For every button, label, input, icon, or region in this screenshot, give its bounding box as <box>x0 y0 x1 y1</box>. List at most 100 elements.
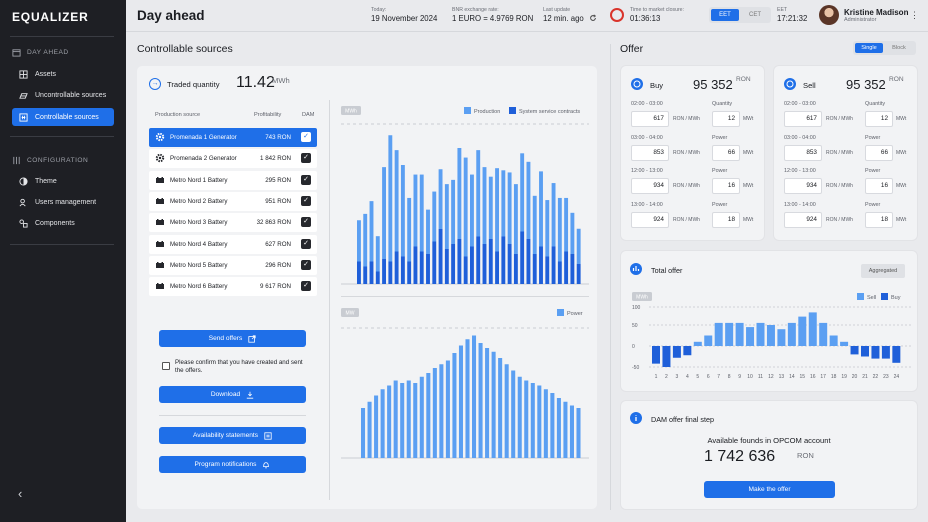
price-input[interactable]: 853 <box>631 144 669 161</box>
price-input[interactable]: 617 <box>631 111 669 127</box>
price-input[interactable]: 924 <box>631 211 669 228</box>
offer-mode-toggle[interactable]: Single Block <box>853 41 916 55</box>
bar-buy <box>881 346 890 359</box>
quantity-input[interactable]: 12 <box>712 111 740 127</box>
price-unit: RON / MWh <box>826 149 853 156</box>
quantity-unit: MWt <box>896 116 907 122</box>
mode-single-option[interactable]: Single <box>855 43 883 53</box>
x-tick-label: 20 <box>852 374 858 380</box>
quantity-input[interactable]: 66 <box>865 144 893 161</box>
avatar[interactable] <box>819 5 839 25</box>
dam-checkbox[interactable]: ✓ <box>301 132 311 142</box>
dam-checkbox[interactable]: ✓ <box>301 153 311 164</box>
eet-label: EET <box>777 7 788 13</box>
download-button[interactable]: Download <box>159 386 306 403</box>
dam-checkbox[interactable]: ✓ <box>301 174 311 185</box>
make-offer-button[interactable]: Make the offer <box>704 481 835 498</box>
bar-power <box>569 405 574 458</box>
gear-icon <box>155 132 165 142</box>
x-tick-label: 2 <box>665 374 668 380</box>
slot-time: 03:00 - 04:00 <box>784 134 816 141</box>
dam-checkbox[interactable]: ✓ <box>301 281 311 292</box>
quantity-input[interactable]: 66 <box>712 144 740 161</box>
availability-statements-button[interactable]: Availability statements <box>159 427 306 444</box>
bar-power <box>556 398 561 458</box>
sidebar-item-components[interactable]: Components <box>12 214 114 232</box>
bar-production <box>495 168 500 252</box>
sidebar-item-controllable-sources[interactable]: Controllable sources <box>12 108 114 126</box>
available-funds-value: 1 742 636 <box>704 448 776 465</box>
traded-quantity-label: Traded quantity <box>167 80 220 89</box>
sidebar-item-theme[interactable]: Theme <box>12 172 114 190</box>
tz-eet-option[interactable]: EET <box>711 9 739 21</box>
header: Day ahead Today: 19 November 2024 BNR ex… <box>126 0 928 32</box>
available-funds-unit: RON <box>797 451 814 460</box>
aggregated-toggle[interactable]: Aggregated <box>861 264 905 278</box>
tz-cet-option[interactable]: CET <box>749 12 761 18</box>
external-link-icon <box>248 334 256 343</box>
sidebar-item-uncontrollable-sources[interactable]: Uncontrollable sources <box>12 86 114 104</box>
timezone-toggle[interactable]: EET CET <box>709 7 771 23</box>
price-input[interactable]: 934 <box>784 178 822 194</box>
main-content: Day ahead Today: 19 November 2024 BNR ex… <box>126 0 928 522</box>
collapse-sidebar-icon[interactable]: ‹ <box>18 486 23 501</box>
bar-production <box>382 167 387 259</box>
notifications-label: Program notifications <box>194 461 257 468</box>
price-input[interactable]: 617 <box>784 111 822 127</box>
info-icon <box>630 412 642 424</box>
x-tick-label: 3 <box>676 374 679 380</box>
table-row[interactable]: Metro Nord 1 Battery 295 RON ✓ <box>149 170 317 190</box>
eet-time: 17:21:32 <box>777 14 808 23</box>
buy-total: 95 352 <box>693 77 733 92</box>
quantity-input[interactable]: 18 <box>712 211 740 228</box>
chart-bars-icon <box>630 263 642 275</box>
table-row[interactable]: Promenada 1 Generator 743 RON ✓ <box>149 128 317 147</box>
mode-block-option[interactable]: Block <box>892 45 906 51</box>
bar-service <box>520 231 525 284</box>
slot-time: 13:00 - 14:00 <box>631 201 663 208</box>
table-row[interactable]: Metro Nord 3 Battery 32 863 RON ✓ <box>149 213 317 233</box>
confirm-checkbox[interactable] <box>162 362 170 370</box>
dam-checkbox[interactable]: ✓ <box>301 259 311 270</box>
table-row[interactable]: Promenada 2 Generator 1 842 RON ✓ <box>149 149 317 169</box>
bar-production <box>419 174 424 252</box>
quantity-input[interactable]: 16 <box>712 178 740 194</box>
table-row[interactable]: Metro Nord 2 Battery 951 RON ✓ <box>149 191 317 211</box>
bar-service <box>451 244 456 284</box>
x-tick-label: 14 <box>789 374 795 380</box>
refresh-icon[interactable] <box>589 14 597 22</box>
program-notifications-button[interactable]: Program notifications <box>159 456 306 473</box>
dam-checkbox[interactable]: ✓ <box>301 238 311 249</box>
price-input[interactable]: 924 <box>784 211 822 228</box>
bar-power <box>400 383 405 458</box>
quantity-input[interactable]: 16 <box>865 178 893 194</box>
dam-checkbox[interactable]: ✓ <box>301 217 311 228</box>
quantity-input[interactable]: 18 <box>865 211 893 228</box>
bar-service <box>357 261 361 284</box>
more-menu-icon[interactable]: ⋮ <box>910 10 919 20</box>
sidebar-item-users-management[interactable]: Users management <box>12 193 114 211</box>
dam-checkbox[interactable]: ✓ <box>301 195 311 206</box>
bar-sell <box>829 335 838 346</box>
price-input[interactable]: 934 <box>631 178 669 194</box>
table-row[interactable]: Metro Nord 5 Battery 296 RON ✓ <box>149 255 317 275</box>
price-unit: RON / MWh <box>673 183 700 189</box>
x-tick-label: 11 <box>758 374 763 380</box>
x-tick-label: 7 <box>717 374 720 380</box>
slot-time: 03:00 - 04:00 <box>631 134 663 141</box>
quantity-input[interactable]: 12 <box>865 111 893 127</box>
availability-label: Availability statements <box>192 432 259 439</box>
table-row[interactable]: Metro Nord 4 Battery 627 RON ✓ <box>149 234 317 254</box>
bar-production <box>539 171 543 247</box>
today-label: Today: <box>371 7 387 13</box>
source-profitability: 1 842 RON <box>260 155 291 163</box>
section-title-offer: Offer <box>620 43 644 55</box>
sidebar-item-assets[interactable]: Assets <box>12 65 114 83</box>
bar-production <box>357 220 361 262</box>
download-icon <box>246 391 254 399</box>
send-offers-button[interactable]: Send offers <box>159 330 306 347</box>
table-row[interactable]: Metro Nord 6 Battery 9 617 RON ✓ <box>149 277 317 297</box>
price-input[interactable]: 853 <box>784 144 822 161</box>
x-tick-label: 18 <box>831 374 837 380</box>
x-tick-label: 21 <box>862 374 868 380</box>
